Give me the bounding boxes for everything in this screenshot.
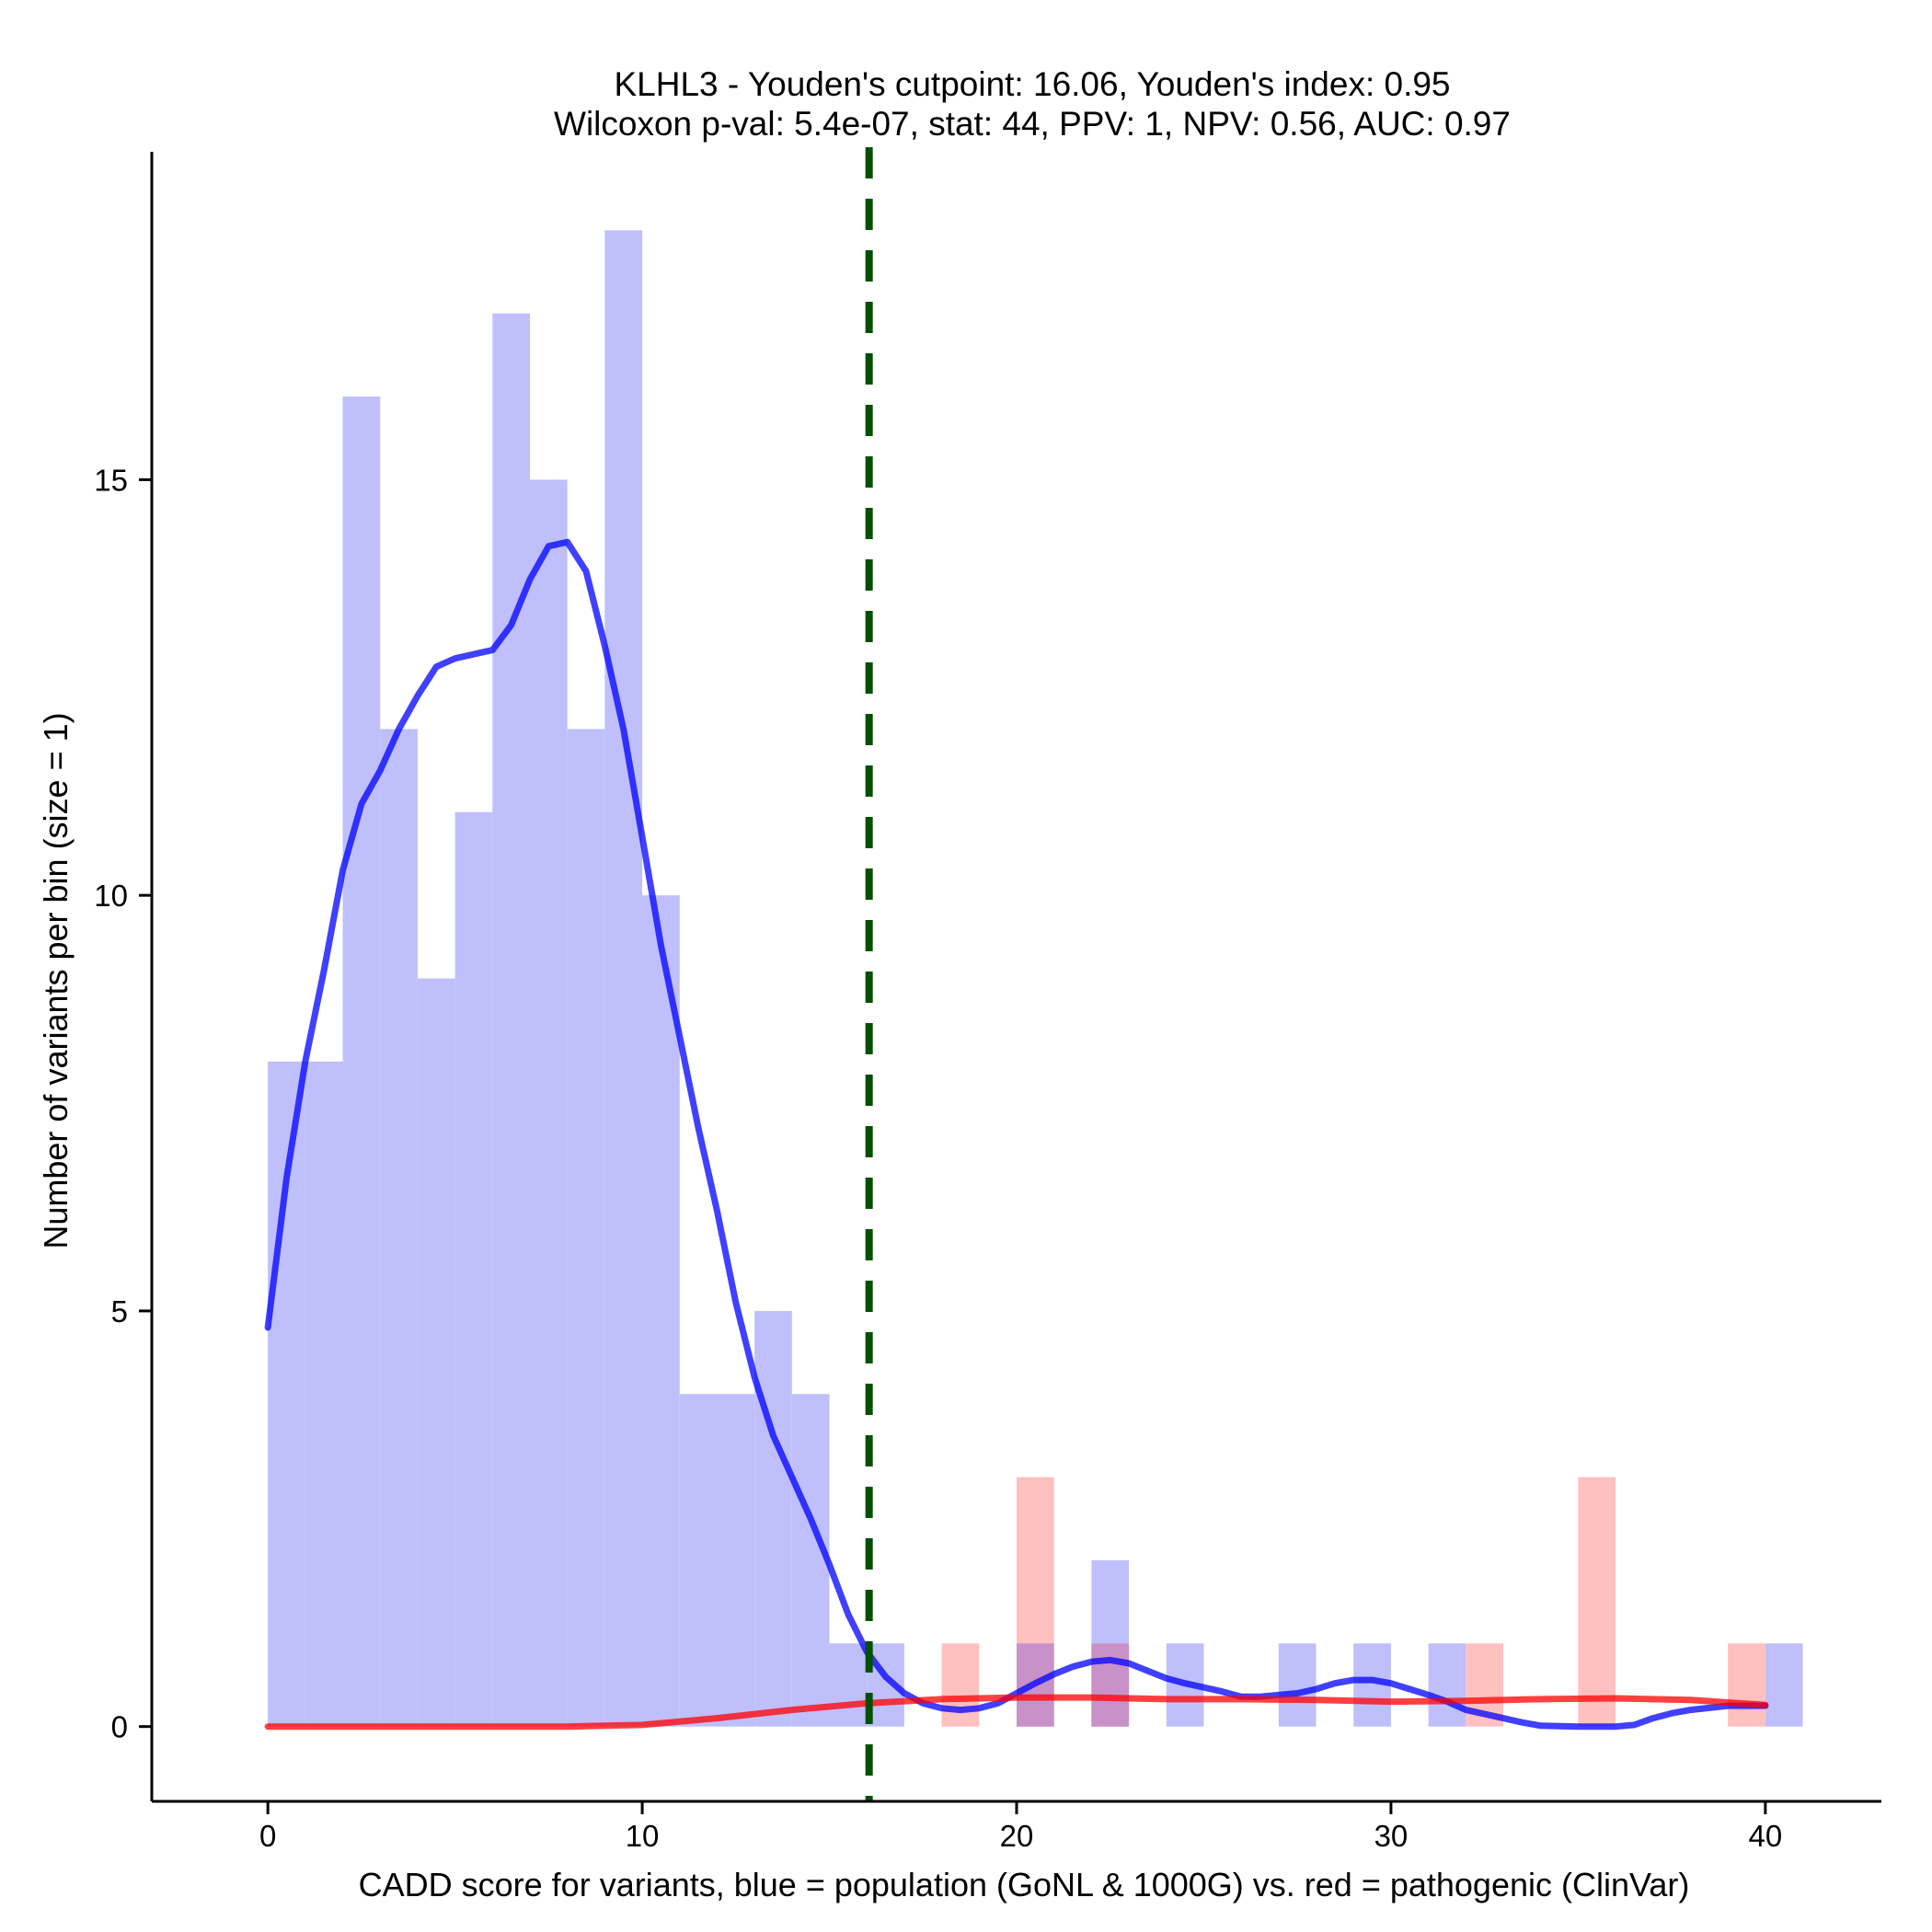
population-bar — [642, 895, 680, 1727]
population-bar — [492, 313, 530, 1727]
overlap-bar — [1091, 1643, 1130, 1727]
x-tick-label: 10 — [626, 1819, 660, 1853]
x-axis-title: CADD score for variants, blue = populati… — [359, 1866, 1690, 1903]
population-bars — [268, 230, 1803, 1727]
population-bar — [529, 479, 568, 1727]
y-tick-label: 5 — [111, 1294, 128, 1328]
population-bar — [342, 397, 381, 1727]
x-tick-label: 30 — [1374, 1819, 1409, 1853]
population-bar — [604, 230, 643, 1727]
y-tick-label: 10 — [94, 879, 128, 913]
pathogenic-bar — [941, 1643, 980, 1727]
pathogenic-density-curve — [264, 1694, 1769, 1731]
population-bar — [829, 1643, 868, 1727]
population-bar — [305, 1061, 343, 1727]
x-axis-ticks: 0 10 20 30 40 — [259, 1801, 1782, 1853]
y-axis-title: Number of variants per bin (size = 1) — [37, 712, 75, 1248]
population-bar — [417, 978, 455, 1727]
population-bar — [567, 729, 605, 1727]
population-bar — [454, 811, 493, 1727]
y-tick-label: 0 — [111, 1710, 128, 1744]
population-density-curve — [264, 538, 1769, 1731]
pathogenic-bar — [1578, 1477, 1616, 1727]
x-tick-label: 20 — [1000, 1819, 1034, 1853]
population-bar — [1278, 1643, 1317, 1727]
y-axis-ticks: 0 5 10 15 — [94, 463, 152, 1744]
population-bar — [1428, 1643, 1466, 1727]
population-bar — [754, 1310, 792, 1727]
chart-title-line-2: Wilcoxon p-val: 5.4e-07, stat: 44, PPV: … — [554, 105, 1511, 143]
pathogenic-bar — [1728, 1643, 1765, 1727]
x-tick-label: 0 — [259, 1819, 276, 1853]
chart-title-line-1: KLHL3 - Youden's cutpoint: 16.06, Youden… — [614, 65, 1450, 103]
population-bar — [1765, 1643, 1803, 1727]
population-bar — [380, 729, 418, 1727]
population-bar — [791, 1394, 830, 1727]
y-tick-label: 15 — [94, 463, 128, 497]
population-bar — [717, 1394, 755, 1727]
population-bar — [679, 1394, 718, 1727]
x-tick-label: 40 — [1748, 1819, 1782, 1853]
